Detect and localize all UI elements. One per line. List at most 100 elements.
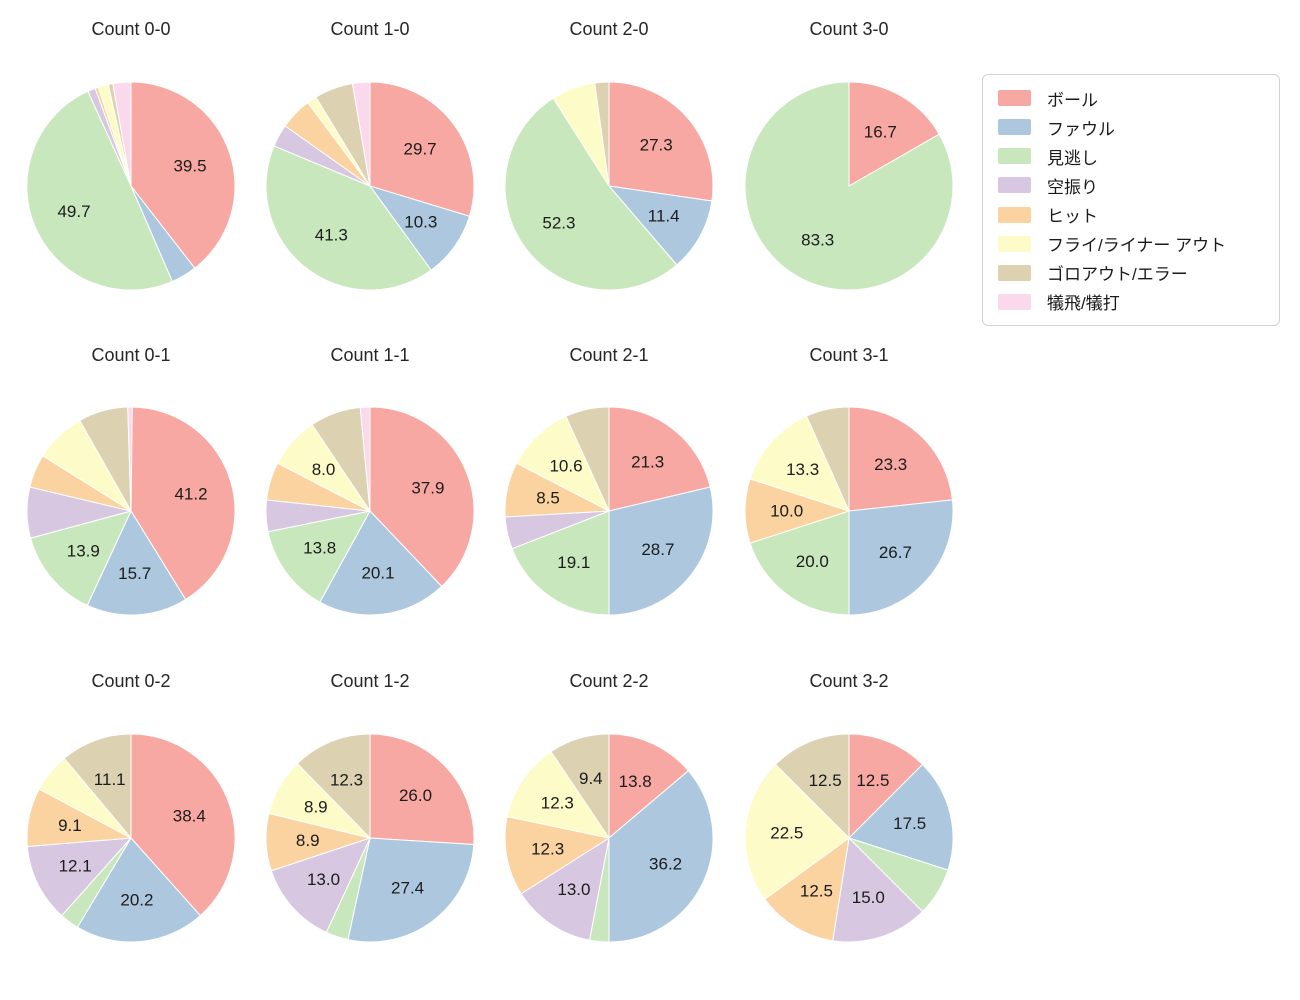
- percent-label-called-strike: 20.0: [796, 552, 829, 571]
- percent-label-hit: 8.5: [536, 489, 560, 508]
- slice-foul: [86, 510, 187, 616]
- legend-swatch-sacrifice: [998, 293, 1031, 310]
- slice-ball: [130, 733, 236, 917]
- percent-label-ball: 23.3: [874, 455, 907, 474]
- legend-item-called-strike: 見逃し: [993, 144, 1269, 168]
- percent-label-ball: 12.5: [856, 771, 889, 790]
- percent-label-foul: 10.3: [404, 213, 437, 232]
- chart-title-count-3-1: Count 3-1: [809, 345, 889, 365]
- legend-swatch-foul: [998, 119, 1031, 136]
- slice-called-strike: [267, 510, 371, 603]
- percent-label-called-strike: 41.3: [315, 225, 348, 244]
- slice-called-strike: [30, 510, 132, 606]
- percent-label-hit: 12.5: [800, 882, 833, 901]
- legend-label-swinging-strike: 空振り: [1047, 177, 1098, 197]
- percent-label-hit: 9.1: [58, 816, 82, 835]
- pie-chart-count-3-2: 12.5 17.5 15.0 12.5 22.5 12.5: [744, 733, 954, 943]
- chart-title-count-1-0: Count 1-0: [330, 19, 410, 39]
- percent-label-foul: 20.1: [361, 563, 394, 582]
- legend-item-foul: ファウル: [993, 115, 1269, 139]
- percent-label-ball: 41.2: [174, 485, 207, 504]
- percent-label-foul: 17.5: [893, 814, 926, 833]
- percent-label-called-strike: 52.3: [542, 214, 575, 233]
- pie-chart-count-1-1: 37.9 20.1 13.8 8.0: [265, 406, 475, 616]
- legend-swatch-called-strike: [998, 148, 1031, 165]
- percent-label-foul: 28.7: [641, 540, 674, 559]
- percent-label-ground-out-error: 11.1: [94, 770, 126, 789]
- slice-ball: [130, 81, 236, 269]
- slice-foul: [848, 763, 954, 871]
- legend-item-ball: ボール: [993, 86, 1269, 110]
- slice-ball: [130, 406, 236, 600]
- percent-label-called-strike: 13.9: [67, 542, 100, 561]
- slice-ball: [608, 733, 689, 839]
- percent-label-swinging-strike: 12.1: [59, 856, 92, 875]
- chart-title-count-3-2: Count 3-2: [809, 671, 889, 691]
- chart-title-count-3-0: Count 3-0: [809, 19, 889, 39]
- percent-label-hit: 8.9: [296, 831, 320, 850]
- slice-ground-out-error: [806, 406, 850, 512]
- slice-called-strike: [511, 510, 610, 616]
- slice-foul: [608, 185, 713, 266]
- slice-ball: [369, 733, 475, 846]
- pie-chart-count-2-0: 27.3 11.4 52.3: [504, 81, 714, 291]
- slice-hit: [504, 816, 610, 895]
- legend-label-ground-out-error: ゴロアウト/エラー: [1047, 265, 1188, 285]
- legend-swatch-fly-liner-out: [998, 235, 1031, 252]
- percent-label-ball: 26.0: [399, 786, 432, 805]
- percent-label-foul: 36.2: [649, 855, 682, 874]
- percent-label-swinging-strike: 13.0: [307, 870, 340, 889]
- pie-chart-count-1-2: 26.027.413.08.98.912.3: [265, 733, 475, 943]
- slice-ground-out-error: [774, 733, 850, 839]
- slice-ground-out-error: [594, 81, 610, 187]
- slice-ball: [848, 406, 953, 512]
- pie-chart-count-0-0: 39.5 49.7: [26, 81, 236, 291]
- slice-swinging-strike: [832, 837, 924, 943]
- chart-title-count-1-2: Count 1-2: [330, 671, 410, 691]
- legend-label-sacrifice: 犠飛/犠打: [1047, 294, 1120, 314]
- slice-foul: [319, 510, 443, 616]
- percent-label-called-strike: 49.7: [57, 202, 90, 221]
- slice-foul: [347, 837, 475, 943]
- slice-foul: [608, 770, 714, 943]
- percent-label-fly-liner-out: 13.3: [786, 460, 819, 479]
- legend-item-ground-out-error: ゴロアウト/エラー: [993, 261, 1269, 285]
- legend-swatch-ball: [998, 90, 1031, 106]
- percent-label-called-strike: 83.3: [801, 231, 834, 250]
- legend-swatch-swinging-strike: [998, 177, 1031, 194]
- slice-ground-out-error: [565, 406, 610, 512]
- slice-foul: [848, 499, 954, 616]
- percent-label-ball: 37.9: [411, 478, 444, 497]
- slice-sacrifice: [359, 406, 371, 512]
- percent-label-swinging-strike: 15.0: [852, 888, 885, 907]
- legend-label-foul: ファウル: [1047, 119, 1115, 139]
- chart-title-count-0-0: Count 0-0: [91, 19, 171, 39]
- pie-chart-count-1-0: 29.7 10.3 41.3: [265, 81, 475, 291]
- slice-foul: [77, 837, 201, 943]
- slice-called-strike: [744, 81, 954, 291]
- chart-title-count-2-0: Count 2-0: [569, 19, 649, 39]
- slice-sacrifice: [351, 81, 371, 187]
- percent-label-ball: 21.3: [631, 453, 664, 472]
- percent-label-foul: 27.4: [391, 878, 424, 897]
- legend-label-ball: ボール: [1047, 90, 1098, 110]
- slice-sacrifice: [112, 81, 132, 187]
- percent-label-foul: 11.4: [648, 207, 680, 226]
- percent-label-foul: 15.7: [118, 564, 151, 583]
- percent-label-fly-liner-out: 8.9: [304, 798, 328, 817]
- chart-title-count-0-1: Count 0-1: [91, 345, 171, 365]
- percent-label-ball: 27.3: [640, 136, 673, 155]
- slice-hit: [764, 837, 850, 942]
- percent-label-foul: 20.2: [120, 891, 153, 910]
- percent-label-ball: 16.7: [864, 123, 897, 142]
- slice-fly-liner-out: [506, 751, 610, 839]
- pie-chart-count-2-1: 21.3 28.7 19.1 8.5 10.6: [504, 406, 714, 616]
- slice-ground-out-error: [296, 733, 371, 839]
- percent-label-ball: 29.7: [404, 139, 437, 158]
- chart-title-count-2-1: Count 2-1: [569, 345, 649, 365]
- pie-chart-count-0-2: 38.4 20.2 12.1 9.1 11.1: [26, 733, 236, 943]
- slice-ball: [369, 81, 475, 217]
- slice-called-strike: [749, 510, 850, 616]
- chart-title-count-0-2: Count 0-2: [91, 671, 171, 691]
- percent-label-fly-liner-out: 12.3: [541, 794, 574, 813]
